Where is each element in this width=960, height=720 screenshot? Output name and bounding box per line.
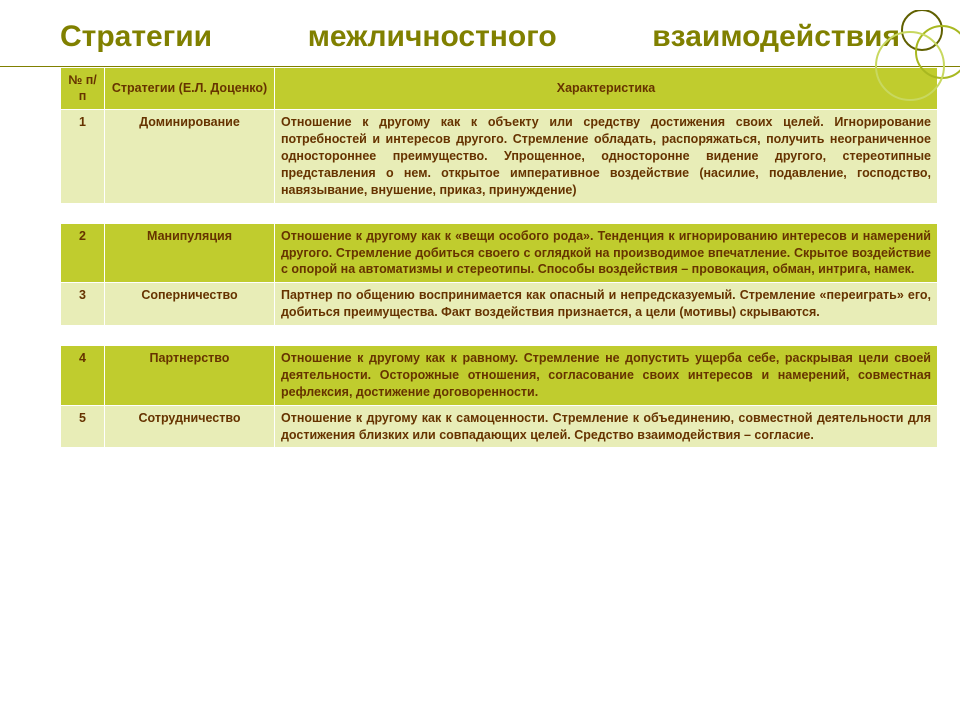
strategies-table: № п/п Стратегии (Е.Л. Доценко) Характери… [60, 67, 938, 449]
slide-title: Стратегии межличностного взаимодействия [60, 18, 900, 56]
cell-name: Сотрудничество [105, 405, 275, 448]
col-header-desc: Характеристика [275, 67, 938, 110]
cell-name: Партнерство [105, 346, 275, 406]
col-header-num: № п/п [61, 67, 105, 110]
table-header-row: № п/п Стратегии (Е.Л. Доценко) Характери… [61, 67, 938, 110]
table-container: № п/п Стратегии (Е.Л. Доценко) Характери… [0, 67, 960, 449]
table-row: 3 Соперничество Партнер по общению воспр… [61, 283, 938, 326]
corner-decoration-icon [840, 10, 960, 130]
table-row: 5 Сотрудничество Отношение к другому как… [61, 405, 938, 448]
cell-num: 5 [61, 405, 105, 448]
table-row: 4 Партнерство Отношение к другому как к … [61, 346, 938, 406]
spacer-row [61, 203, 938, 223]
cell-desc: Партнер по общению воспринимается как оп… [275, 283, 938, 326]
cell-num: 1 [61, 110, 105, 203]
slide-title-area: Стратегии межличностного взаимодействия [0, 0, 960, 67]
cell-name: Доминирование [105, 110, 275, 203]
cell-desc: Отношение к другому как к равному. Стрем… [275, 346, 938, 406]
cell-desc: Отношение к другому как к объекту или ср… [275, 110, 938, 203]
cell-name: Манипуляция [105, 223, 275, 283]
cell-num: 4 [61, 346, 105, 406]
col-header-name: Стратегии (Е.Л. Доценко) [105, 67, 275, 110]
table-row: 1 Доминирование Отношение к другому как … [61, 110, 938, 203]
table-row: 2 Манипуляция Отношение к другому как к … [61, 223, 938, 283]
cell-desc: Отношение к другому как к самоценности. … [275, 405, 938, 448]
cell-num: 2 [61, 223, 105, 283]
cell-num: 3 [61, 283, 105, 326]
cell-name: Соперничество [105, 283, 275, 326]
cell-desc: Отношение к другому как к «вещи особого … [275, 223, 938, 283]
spacer-row [61, 326, 938, 346]
